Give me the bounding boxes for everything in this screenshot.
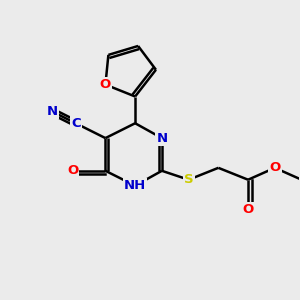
Text: NH: NH [124, 179, 146, 192]
Text: N: N [156, 132, 167, 145]
Text: O: O [269, 161, 281, 174]
Text: C: C [71, 117, 80, 130]
Text: O: O [100, 78, 111, 91]
Text: O: O [67, 164, 78, 177]
Text: N: N [46, 105, 58, 118]
Text: O: O [242, 203, 254, 216]
Text: S: S [184, 173, 194, 186]
